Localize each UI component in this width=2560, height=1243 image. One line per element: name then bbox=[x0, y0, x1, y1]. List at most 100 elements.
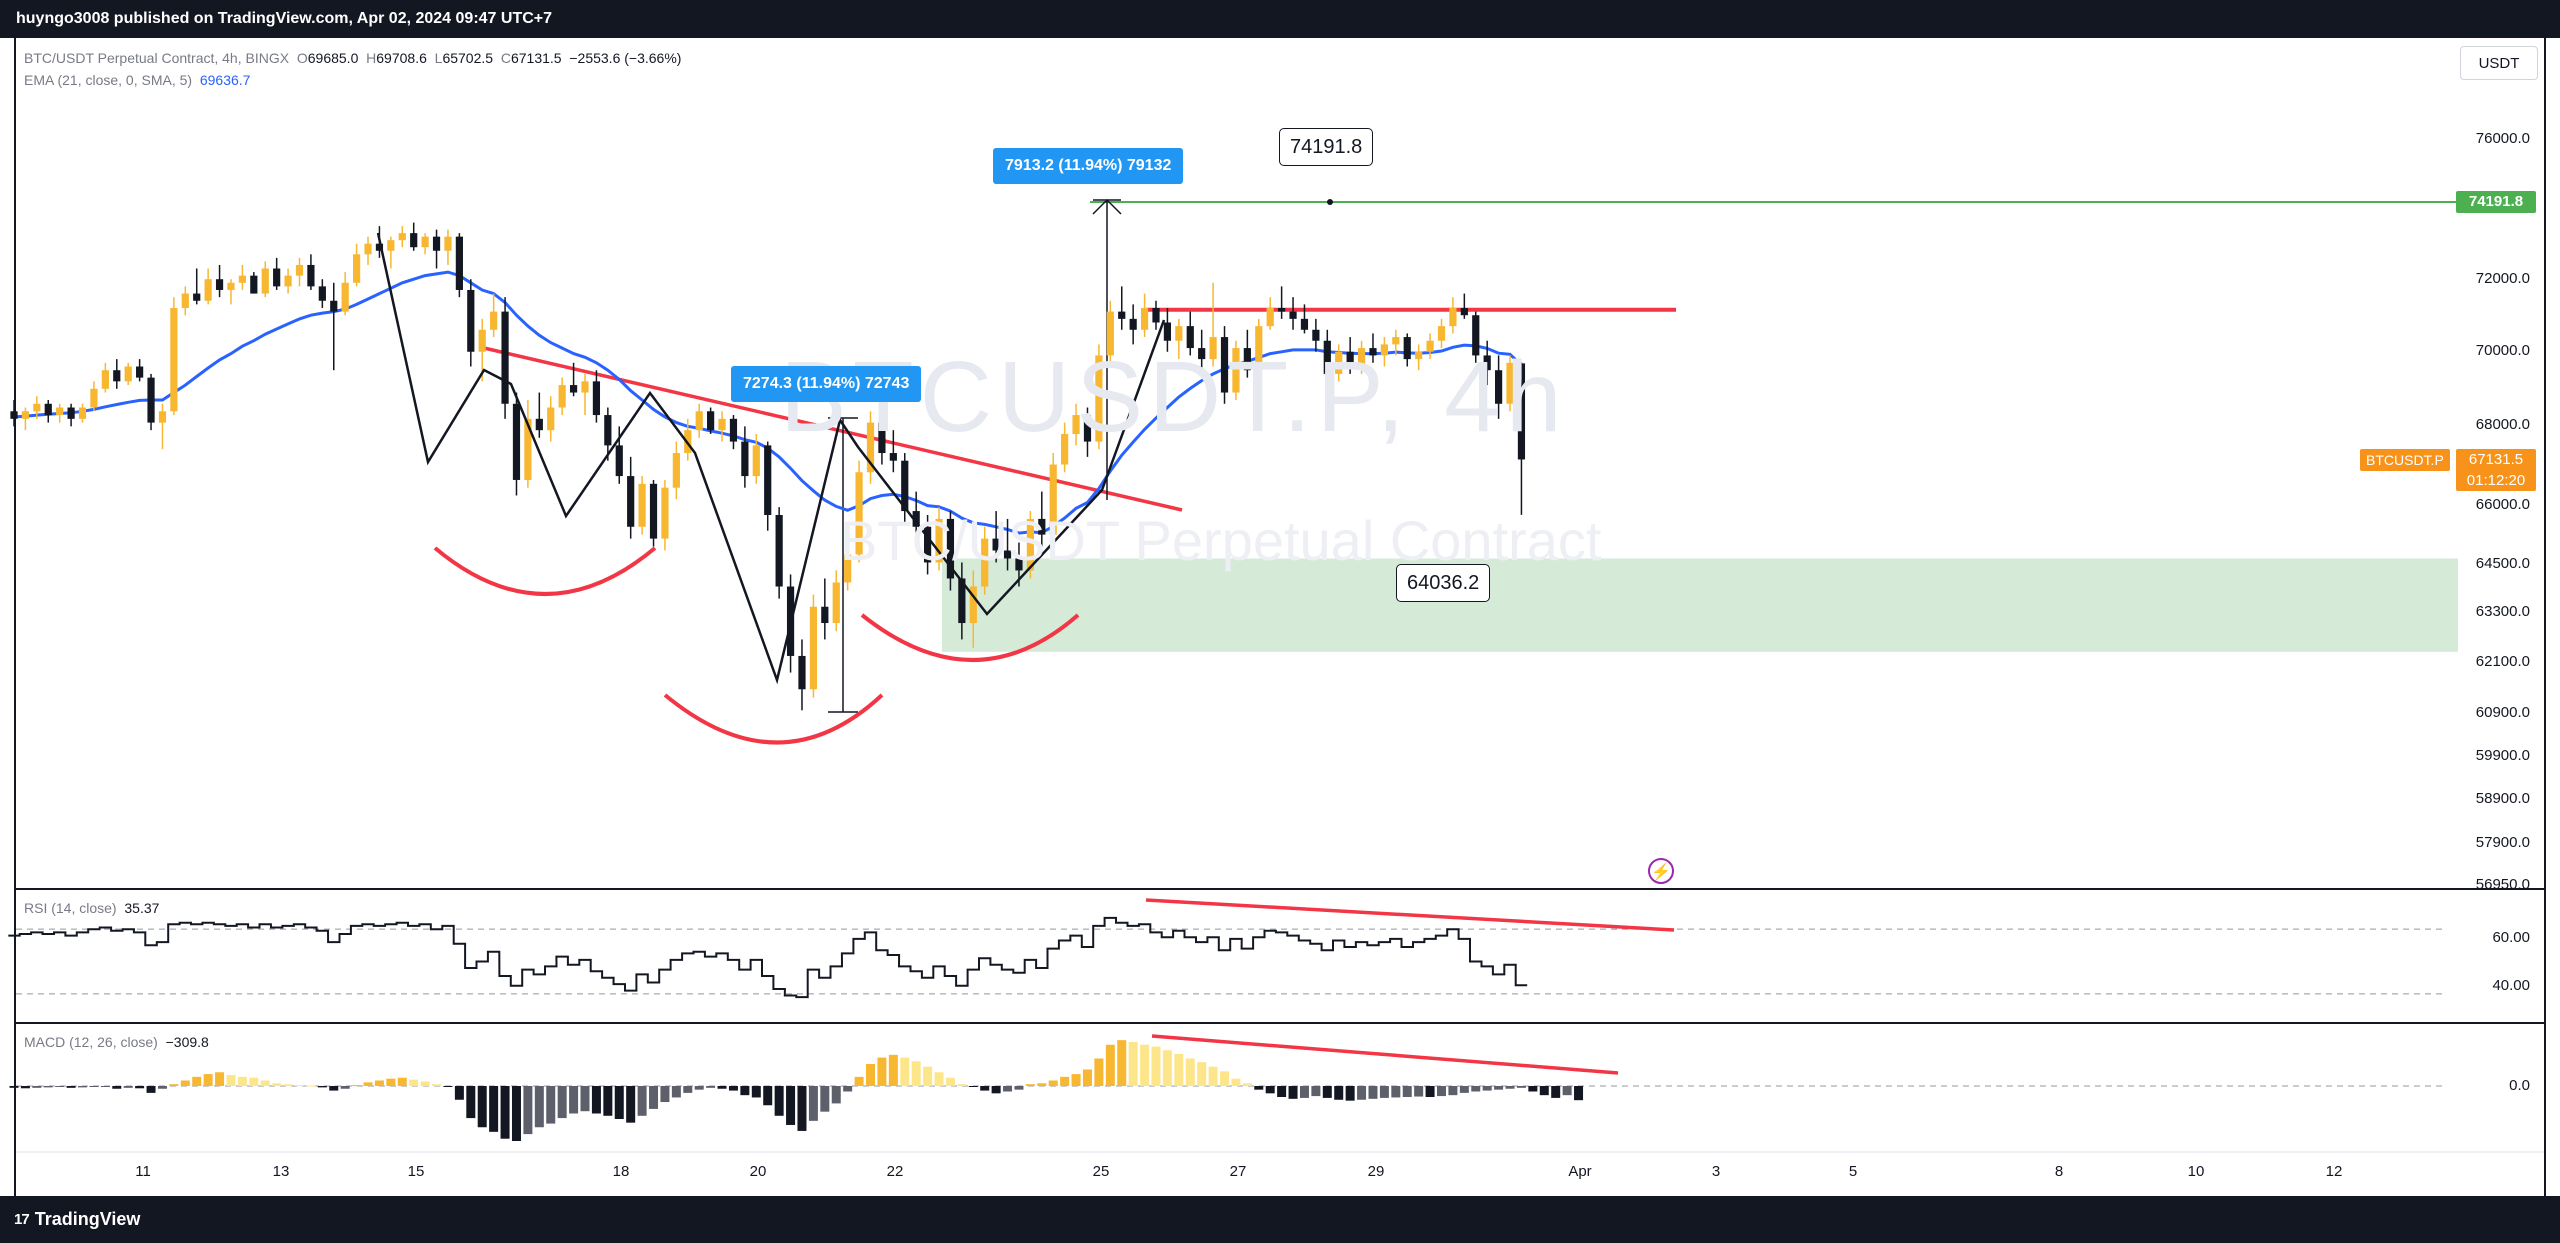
macd-legend[interactable]: MACD (12, 26, close) −309.8 bbox=[24, 1034, 209, 1050]
candle-body bbox=[1209, 337, 1217, 360]
macd-bar bbox=[420, 1081, 430, 1086]
candle-body bbox=[284, 275, 292, 287]
candle-body bbox=[889, 453, 897, 461]
ema-legend[interactable]: EMA (21, close, 0, SMA, 5) 69636.7 bbox=[24, 72, 250, 88]
date-tick: 29 bbox=[1367, 1163, 1385, 1180]
macd-bar bbox=[877, 1057, 887, 1086]
macd-bar bbox=[649, 1086, 659, 1109]
macd-bar bbox=[740, 1086, 750, 1096]
macd-bar bbox=[1459, 1086, 1469, 1093]
macd-bar bbox=[169, 1084, 179, 1086]
candle-body bbox=[10, 411, 18, 419]
open-value: 69685.0 bbox=[307, 50, 359, 66]
macd-bar bbox=[1003, 1086, 1013, 1092]
macd-bar bbox=[1094, 1058, 1104, 1086]
candle-body bbox=[273, 268, 281, 287]
candle-body bbox=[181, 293, 189, 308]
target-price-box[interactable]: 74191.8 bbox=[1279, 128, 1374, 166]
candle-body bbox=[1506, 362, 1514, 404]
macd-bar bbox=[100, 1086, 110, 1087]
macd-bar bbox=[1140, 1044, 1150, 1086]
rsi-value: 35.37 bbox=[124, 900, 160, 916]
high-label: H bbox=[366, 50, 377, 66]
macd-bar bbox=[466, 1086, 476, 1119]
macd-bar bbox=[1197, 1062, 1207, 1086]
candle-body bbox=[1403, 337, 1411, 360]
measure-callout-mid[interactable]: 7274.3 (11.94%) 72743 bbox=[731, 366, 922, 402]
candle-body bbox=[295, 264, 304, 276]
macd-bar bbox=[89, 1086, 99, 1087]
macd-bar bbox=[854, 1076, 864, 1086]
date-tick: 13 bbox=[272, 1163, 290, 1180]
candle-body bbox=[455, 236, 463, 290]
candle-body bbox=[101, 370, 109, 389]
macd-bar bbox=[1322, 1086, 1332, 1098]
candle-body bbox=[729, 418, 738, 442]
candle-body bbox=[1472, 315, 1480, 356]
support-price-box[interactable]: 64036.2 bbox=[1396, 564, 1491, 602]
date-tick: 12 bbox=[2325, 1163, 2343, 1180]
rsi-divergence-line bbox=[1145, 898, 1675, 932]
macd-bar bbox=[1288, 1086, 1298, 1099]
macd-bar bbox=[283, 1084, 293, 1086]
macd-bar bbox=[911, 1061, 921, 1086]
price-tick: 57900.0 bbox=[2475, 834, 2530, 851]
macd-bar bbox=[32, 1086, 42, 1088]
price-tick: 70000.0 bbox=[2475, 342, 2530, 359]
candle-body bbox=[170, 307, 178, 412]
macd-bar bbox=[808, 1086, 818, 1121]
macd-bar bbox=[1128, 1042, 1138, 1086]
bar-countdown: 01:12:20 bbox=[2466, 472, 2526, 489]
macd-bar bbox=[112, 1086, 122, 1089]
candle-body bbox=[250, 275, 258, 294]
macd-bar bbox=[957, 1084, 967, 1086]
macd-bar bbox=[763, 1086, 773, 1106]
candle-body bbox=[490, 311, 498, 330]
candle-body bbox=[1038, 518, 1046, 535]
candle-body bbox=[1415, 351, 1423, 360]
candle-body bbox=[1220, 337, 1229, 393]
candle-body bbox=[90, 388, 98, 408]
measure-callout-top[interactable]: 7913.2 (11.94%) 79132 bbox=[993, 148, 1184, 184]
macd-bar bbox=[660, 1086, 670, 1103]
macd-bar bbox=[728, 1086, 738, 1091]
rsi-legend[interactable]: RSI (14, close) 35.37 bbox=[24, 900, 159, 916]
macd-bar bbox=[1117, 1040, 1127, 1086]
candle-body bbox=[1369, 348, 1377, 356]
candle-body bbox=[1106, 311, 1114, 356]
macd-bar bbox=[614, 1086, 624, 1119]
lightning-icon[interactable]: ⚡ bbox=[1648, 858, 1674, 884]
rsi-label: RSI (14, close) bbox=[24, 900, 117, 916]
macd-bar bbox=[9, 1086, 19, 1088]
macd-bar bbox=[1185, 1058, 1195, 1086]
symbol-legend[interactable]: BTC/USDT Perpetual Contract, 4h, BINGX O… bbox=[24, 50, 681, 66]
change-value: −2553.6 (−3.66%) bbox=[569, 50, 682, 66]
candle-body bbox=[946, 518, 955, 579]
symbol-price-tag: BTCUSDT.P bbox=[2360, 449, 2450, 471]
macd-bar bbox=[1574, 1086, 1584, 1101]
macd-bar bbox=[1528, 1086, 1538, 1092]
macd-bar bbox=[363, 1082, 373, 1086]
macd-bar bbox=[1345, 1086, 1355, 1101]
candle-body bbox=[832, 582, 840, 624]
candle-body bbox=[353, 254, 361, 283]
candle-body bbox=[1003, 550, 1012, 559]
low-label: L bbox=[434, 50, 443, 66]
candle-body bbox=[193, 293, 201, 301]
macd-bar bbox=[626, 1086, 636, 1123]
macd-bar bbox=[1254, 1086, 1264, 1090]
candle-body bbox=[649, 483, 658, 539]
macd-bar bbox=[260, 1080, 270, 1086]
currency-button[interactable]: USDT bbox=[2460, 46, 2538, 80]
macd-bar bbox=[900, 1057, 910, 1086]
candle-body bbox=[661, 487, 669, 539]
candle-body bbox=[1095, 355, 1103, 442]
macd-bar bbox=[1208, 1066, 1218, 1086]
candle-body bbox=[718, 418, 726, 431]
macd-bar bbox=[1505, 1086, 1515, 1089]
tradingview-logo[interactable]: 17 TradingView bbox=[14, 1209, 140, 1230]
macd-bar bbox=[1151, 1046, 1161, 1086]
candle-body bbox=[924, 526, 932, 563]
candle-body bbox=[387, 240, 395, 251]
